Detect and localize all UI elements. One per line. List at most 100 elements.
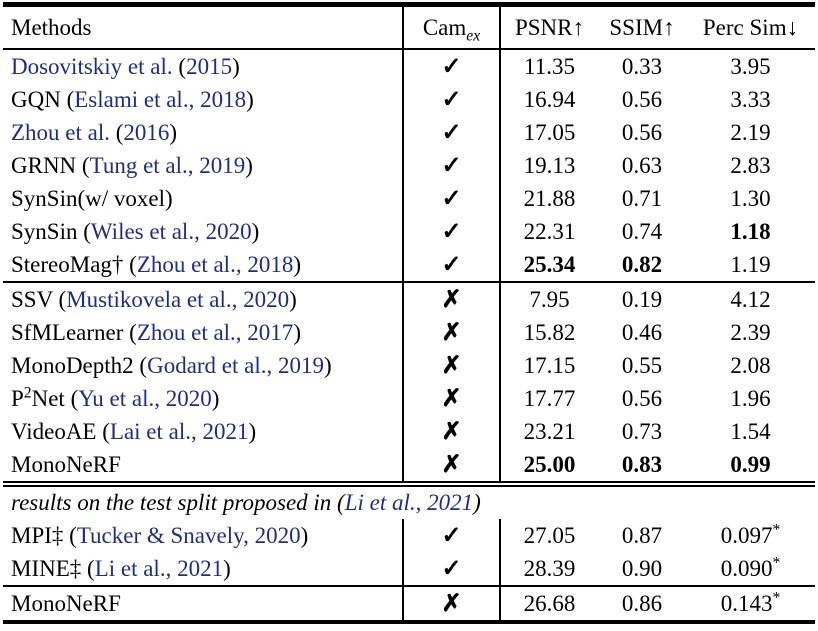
cam-ex-cell: ✓: [402, 519, 501, 552]
citation-link[interactable]: Zhou et al., 2018: [136, 251, 294, 277]
section-note: results on the test split proposed in (L…: [3, 481, 815, 519]
value-text: 0.55: [621, 352, 663, 378]
cam-ex-cell: ✓: [402, 83, 501, 116]
value-text: 25.34: [523, 251, 576, 277]
method-text: (: [110, 119, 124, 145]
method-text: Net (: [31, 385, 79, 411]
value-text: 21.88: [523, 185, 576, 211]
method-text: ): [473, 490, 481, 515]
method-cell: Dosovitskiy et al. (2015): [3, 49, 403, 83]
value-text: 0.63: [621, 152, 663, 178]
cam-ex-cell: ✗: [402, 415, 501, 448]
method-text: VideoAE (: [11, 418, 110, 444]
citation-link[interactable]: Mustikovela et al., 2020: [66, 286, 290, 312]
table-row: Zhou et al. (2016) ✓ 17.05 0.56 2.19: [3, 116, 815, 149]
citation-link[interactable]: Zhou et al.: [11, 119, 110, 145]
value-text: 0.56: [621, 119, 663, 145]
citation-link[interactable]: Godard et al., 2019: [147, 352, 325, 378]
perc-sim-value: 0.097*: [686, 519, 815, 552]
star-marker: *: [772, 520, 781, 538]
psnr-value: 19.13: [500, 149, 598, 182]
citation-link[interactable]: 2016: [123, 119, 170, 145]
method-cell: MonoNeRF: [3, 585, 403, 622]
citation-link[interactable]: Yu et al., 2020: [78, 385, 212, 411]
psnr-value: 15.82: [500, 316, 598, 349]
method-text: MonoDepth2 (: [11, 352, 148, 378]
cross-icon: ✗: [441, 353, 462, 379]
table-row: SSV (Mustikovela et al., 2020) ✗ 7.95 0.19 4…: [3, 281, 815, 316]
citation-link[interactable]: Tung et al., 2019: [89, 152, 246, 178]
col-header-ssim: SSIM↑: [609, 14, 675, 40]
value-text: 1.19: [730, 251, 771, 277]
ssim-value: 0.71: [598, 182, 686, 215]
psnr-value: 25.00: [500, 448, 598, 484]
method-text: ): [293, 319, 301, 345]
citation-link[interactable]: Dosovitskiy et al.: [11, 53, 173, 79]
psnr-value: 17.05: [500, 116, 598, 149]
value-text: 0.19: [621, 286, 663, 312]
perc-sim-value: 2.83: [686, 149, 815, 182]
psnr-value: 7.95: [500, 281, 598, 316]
value-text: 0.56: [621, 86, 663, 112]
value-text: 3.33: [730, 86, 771, 112]
table-row: MonoNeRF ✗ 25.00 0.83 0.99: [3, 448, 815, 484]
ssim-value: 0.46: [598, 316, 686, 349]
method-text: SfMLearner (: [11, 319, 137, 345]
value-text: 7.95: [529, 286, 570, 312]
cam-ex-cell: ✓: [402, 552, 501, 586]
table-row: VideoAE (Lai et al., 2021) ✗ 23.21 0.73 1.54: [3, 415, 815, 448]
citation-link[interactable]: Lai et al., 2021: [109, 418, 249, 444]
check-icon: ✓: [441, 87, 462, 113]
method-text: results on the test split proposed in (: [11, 490, 345, 515]
method-text: ): [245, 152, 253, 178]
cross-icon: ✗: [441, 386, 462, 412]
value-text: 22.31: [523, 218, 576, 244]
cam-ex-cell: ✗: [402, 316, 501, 349]
value-text: 15.82: [523, 319, 576, 345]
value-text: 19.13: [523, 152, 576, 178]
perc-sim-value: 1.30: [686, 182, 815, 215]
table-row: MonoNeRF ✗ 26.68 0.86 0.143*: [3, 585, 815, 622]
cam-ex-cell: ✗: [402, 382, 501, 415]
psnr-value: 17.77: [500, 382, 598, 415]
cross-icon: ✗: [441, 287, 462, 313]
method-text: GRNN (: [11, 152, 90, 178]
method-text: ): [169, 119, 178, 145]
perc-sim-value: 2.39: [686, 316, 815, 349]
method-text: SynSin (: [11, 218, 91, 244]
method-text: MPI‡ (: [11, 522, 77, 548]
citation-link[interactable]: Li et al., 2021: [94, 555, 224, 581]
ssim-value: 0.73: [598, 415, 686, 448]
method-text: ): [293, 251, 301, 277]
ssim-value: 0.83: [598, 448, 686, 484]
results-table: Methods Camex PSNR↑ SSIM↑ Perc Sim↓ Doso…: [3, 2, 815, 624]
perc-sim-value: 1.54: [686, 415, 815, 448]
value-text: 2.83: [730, 152, 771, 178]
citation-link[interactable]: Zhou et al., 2017: [136, 319, 294, 345]
method-cell: MPI‡ (Tucker & Snavely, 2020): [3, 519, 403, 552]
citation-link[interactable]: 2015: [186, 53, 233, 79]
value-text: 0.99: [730, 451, 771, 477]
value-text: 2.08: [730, 352, 771, 378]
citation-link[interactable]: Li et al., 2021: [344, 490, 474, 515]
perc-sim-value: 3.33: [686, 83, 815, 116]
method-cell: Zhou et al. (2016): [3, 116, 403, 149]
check-icon: ✓: [441, 54, 462, 80]
citation-link[interactable]: Eslami et al., 2018: [74, 86, 247, 112]
method-cell: GRNN (Tung et al., 2019): [3, 149, 403, 182]
psnr-value: 26.68: [500, 585, 598, 622]
citation-link[interactable]: Wiles et al., 2020: [90, 218, 252, 244]
method-cell: SynSin (Wiles et al., 2020): [3, 215, 403, 248]
col-header-psnr: PSNR↑: [514, 14, 585, 40]
value-text: 2.19: [730, 119, 771, 145]
cam-label: Cam: [422, 14, 467, 40]
section-note-row: results on the test split proposed in (L…: [3, 481, 815, 519]
citation-link[interactable]: Tucker & Snavely, 2020: [76, 522, 301, 548]
psnr-value: 22.31: [500, 215, 598, 248]
perc-sim-value: 4.12: [686, 281, 815, 316]
ssim-value: 0.56: [598, 83, 686, 116]
method-text: MINE‡ (: [11, 555, 95, 581]
value-text: 3.95: [730, 53, 771, 79]
check-icon: ✓: [441, 556, 462, 582]
check-icon: ✓: [441, 186, 462, 212]
